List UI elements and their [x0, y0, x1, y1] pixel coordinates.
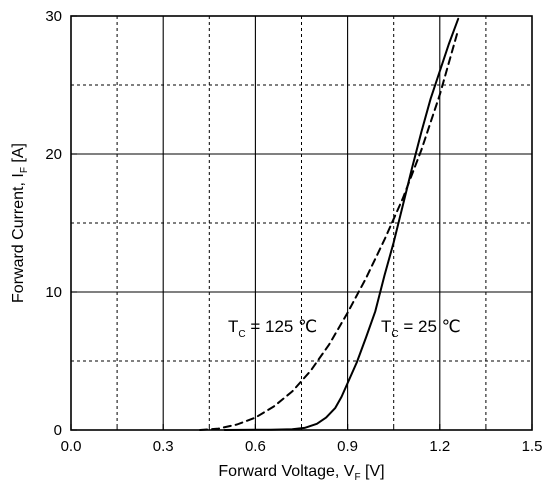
x-axis-label-unit: [V] [361, 463, 385, 480]
y-axis-label-unit: [A] [10, 143, 27, 167]
x-tick-labels: 0.0 0.3 0.6 0.9 1.2 1.5 [61, 438, 543, 455]
x-axis-label-main: Forward Voltage, V [218, 463, 354, 480]
series-tc-125-line [199, 28, 460, 431]
x-tick-label: 0.3 [153, 438, 174, 455]
y-tick-label: 10 [45, 284, 62, 301]
y-tick-label: 0 [54, 422, 62, 439]
annotation-tc-125-main: T [228, 317, 238, 336]
y-tick-label: 20 [45, 146, 62, 163]
x-tick-label: 1.2 [429, 438, 450, 455]
annotation-tc-25-value: = 25 ℃ [399, 317, 461, 336]
major-grid [71, 16, 532, 430]
y-axis-label: Forward Current, IF [A] [10, 143, 30, 303]
minor-grid [71, 16, 532, 430]
annotation-tc-25-subscript: C [391, 329, 398, 340]
y-axis-label-main: Forward Current, I [10, 173, 27, 303]
x-axis-label-subscript: F [354, 472, 360, 483]
annotation-tc-25: TC = 25 ℃ [381, 317, 461, 340]
annotation-tc-125-value: = 125 ℃ [246, 317, 318, 336]
annotation-tc-125: TC = 125 ℃ [228, 317, 317, 340]
y-axis-label-subscript: F [19, 167, 30, 173]
x-tick-label: 0.6 [245, 438, 266, 455]
x-tick-label: 0.0 [61, 438, 82, 455]
series-tc-25-line [223, 17, 460, 431]
y-tick-label: 30 [45, 8, 62, 25]
x-axis-label: Forward Voltage, VF [V] [218, 463, 384, 483]
x-tick-label: 0.9 [337, 438, 358, 455]
axis-ticks [70, 15, 533, 431]
annotation-tc-125-subscript: C [238, 329, 245, 340]
annotation-tc-25-main: T [381, 317, 391, 336]
x-tick-label: 1.5 [522, 438, 543, 455]
y-tick-labels: 0 10 20 30 [45, 8, 62, 439]
series-layer [199, 17, 460, 431]
